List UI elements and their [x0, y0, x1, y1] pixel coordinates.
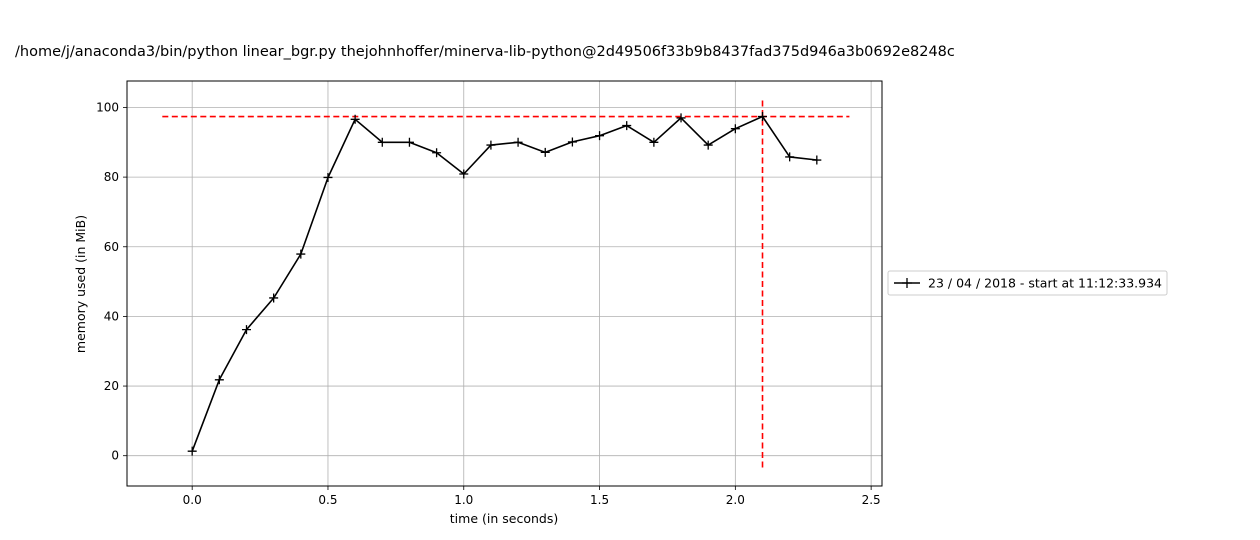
y-tick-label: 80	[104, 170, 119, 184]
plot-area-frame	[126, 80, 883, 487]
data-point-marker	[676, 113, 686, 123]
data-point-marker	[622, 121, 632, 131]
legend: 23 / 04 / 2018 - start at 11:12:33.934	[887, 270, 1168, 296]
legend-box	[887, 270, 1168, 296]
x-tick-label: 1.5	[590, 493, 609, 507]
data-point-marker	[404, 137, 414, 147]
data-point-marker	[567, 137, 577, 147]
data-point-marker	[785, 152, 795, 162]
x-tick-label: 0.5	[318, 493, 337, 507]
y-tick-label: 60	[104, 240, 119, 254]
legend-entry-label: 23 / 04 / 2018 - start at 11:12:33.934	[928, 276, 1162, 291]
series-layer	[187, 112, 822, 456]
x-tick-label: 1.0	[454, 493, 473, 507]
data-point-marker	[377, 137, 387, 147]
data-point-marker	[432, 148, 442, 158]
y-axis-label: memory used (in MiB)	[73, 215, 88, 353]
x-axis-label: time (in seconds)	[450, 511, 558, 526]
chart-title: /home/j/anaconda3/bin/python linear_bgr.…	[15, 44, 955, 60]
legend-plus-marker	[902, 278, 912, 288]
data-point-marker	[269, 293, 279, 303]
y-tick-label: 40	[104, 309, 119, 323]
data-point-marker	[241, 325, 251, 335]
data-point-marker	[540, 147, 550, 157]
data-point-marker	[323, 172, 333, 182]
data-point-marker	[703, 140, 713, 150]
data-point-marker	[459, 169, 469, 179]
y-tick-label: 20	[104, 379, 119, 393]
grid-lines	[127, 81, 882, 486]
x-tick-label: 0.0	[183, 493, 202, 507]
data-point-marker	[187, 446, 197, 456]
x-tick-label: 2.0	[726, 493, 745, 507]
x-tick-label: 2.5	[862, 493, 881, 507]
y-tick-label: 100	[96, 100, 119, 114]
y-tick-label: 0	[111, 449, 119, 463]
data-point-marker	[730, 124, 740, 134]
data-point-marker	[486, 140, 496, 150]
data-point-marker	[812, 155, 822, 165]
data-point-marker	[296, 249, 306, 259]
series-line	[191, 115, 817, 452]
data-point-marker	[758, 112, 768, 122]
axis-ticks: 0.0 0.5 1.0 1.5 2.0 2.5 0 20 40 60 80 100	[96, 100, 881, 507]
data-point-marker	[214, 375, 224, 385]
data-point-marker	[513, 137, 523, 147]
data-point-marker	[350, 114, 360, 124]
data-point-marker	[595, 131, 605, 141]
peak-markers	[162, 99, 850, 468]
data-point-marker	[649, 137, 659, 147]
